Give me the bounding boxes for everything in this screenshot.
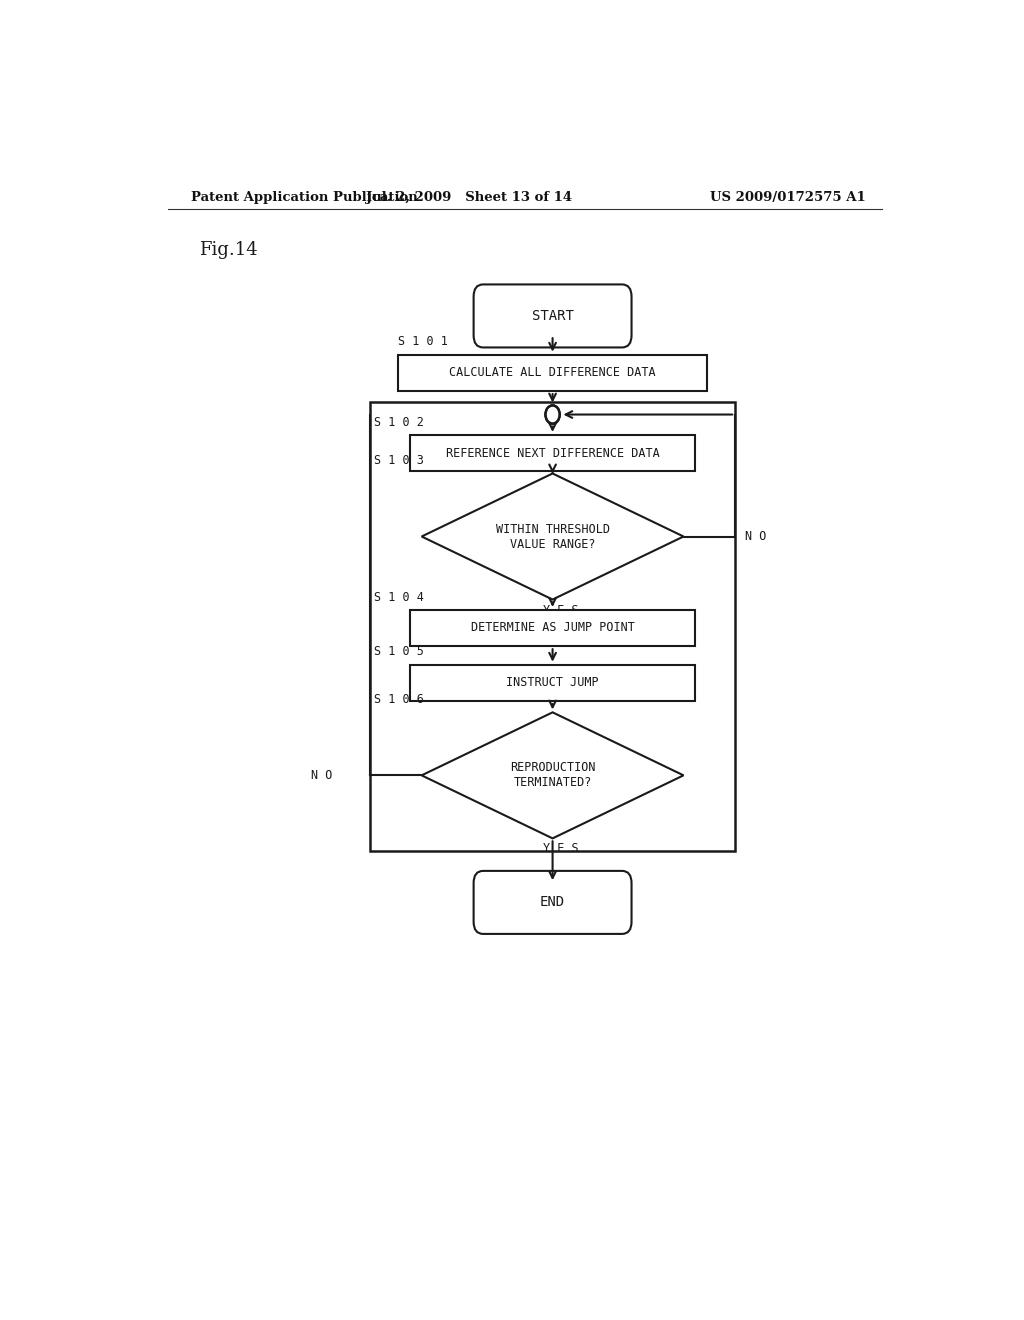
Text: REFERENCE NEXT DIFFERENCE DATA: REFERENCE NEXT DIFFERENCE DATA	[445, 446, 659, 459]
Text: WITHIN THRESHOLD
VALUE RANGE?: WITHIN THRESHOLD VALUE RANGE?	[496, 523, 609, 550]
Text: Y E S: Y E S	[543, 603, 579, 616]
Text: Jul. 2, 2009   Sheet 13 of 14: Jul. 2, 2009 Sheet 13 of 14	[367, 190, 572, 203]
Text: US 2009/0172575 A1: US 2009/0172575 A1	[711, 190, 866, 203]
Polygon shape	[422, 713, 684, 838]
Text: S 1 0 6: S 1 0 6	[374, 693, 424, 706]
Text: N O: N O	[310, 768, 332, 781]
Text: S 1 0 2: S 1 0 2	[374, 416, 424, 429]
Text: DETERMINE AS JUMP POINT: DETERMINE AS JUMP POINT	[471, 622, 635, 635]
Text: Fig.14: Fig.14	[200, 240, 258, 259]
Text: S 1 0 1: S 1 0 1	[397, 335, 447, 348]
Bar	[410, 610, 695, 647]
Text: END: END	[540, 895, 565, 909]
Bar	[397, 355, 708, 391]
FancyBboxPatch shape	[474, 284, 632, 347]
Text: START: START	[531, 309, 573, 323]
Text: S 1 0 4: S 1 0 4	[374, 590, 424, 603]
Text: N O: N O	[744, 531, 766, 543]
Bar	[370, 403, 735, 850]
Text: CALCULATE ALL DIFFERENCE DATA: CALCULATE ALL DIFFERENCE DATA	[450, 367, 656, 379]
FancyBboxPatch shape	[474, 871, 632, 935]
Polygon shape	[422, 474, 684, 599]
Text: Patent Application Publication: Patent Application Publication	[191, 190, 418, 203]
Bar	[410, 434, 695, 471]
Text: REPRODUCTION
TERMINATED?: REPRODUCTION TERMINATED?	[510, 762, 595, 789]
Text: S 1 0 3: S 1 0 3	[374, 454, 424, 467]
Text: S 1 0 5: S 1 0 5	[374, 645, 424, 659]
Bar	[410, 664, 695, 701]
Text: Y E S: Y E S	[543, 842, 579, 855]
Text: INSTRUCT JUMP: INSTRUCT JUMP	[506, 676, 599, 689]
